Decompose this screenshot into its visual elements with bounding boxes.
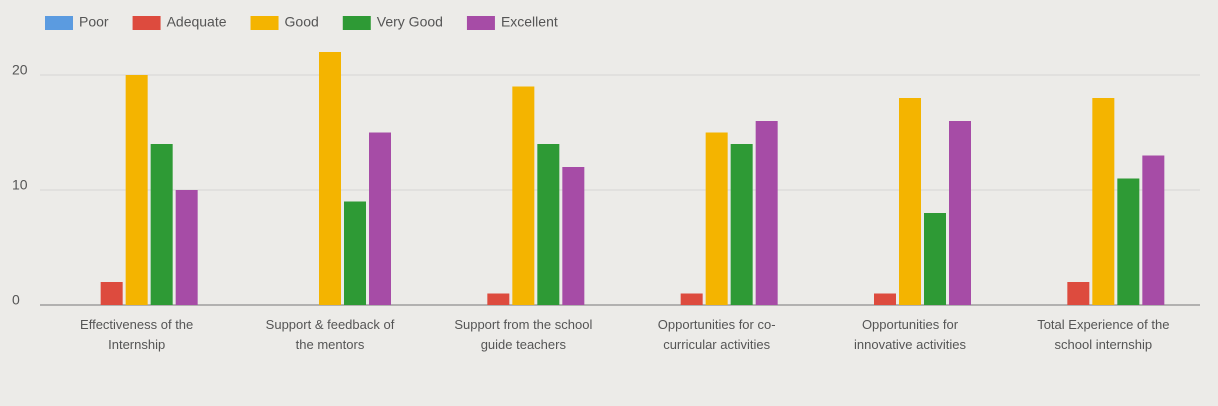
x-tick-label: Opportunities for innovative activities [854,317,966,352]
bar [150,144,173,305]
bar [125,75,148,305]
bar [344,201,366,305]
x-tick-label: Effectiveness of the Internship [80,317,194,352]
legend-swatch [250,16,279,30]
bar [705,132,728,305]
bar [319,52,341,305]
bar [924,213,946,305]
bar [512,86,535,305]
bar [175,190,198,305]
bar [874,293,896,305]
legend-swatch [45,16,73,30]
legend-label: Very Good [377,14,443,30]
bar [1092,98,1115,305]
x-tick-label: Total Experience of the school internshi… [1037,317,1170,352]
y-tick-label: 0 [12,292,20,308]
bar [100,282,123,305]
bar [487,293,510,305]
legend-label: Excellent [501,14,558,30]
bar [949,121,971,305]
legend-label: Adequate [167,14,227,30]
y-tick-label: 10 [12,177,28,193]
legend-swatch [132,16,161,30]
y-tick-label: 20 [12,62,28,78]
bar [1117,178,1140,305]
x-tick-label: Opportunities for co-curricular activiti… [657,317,776,352]
legend-label: Poor [79,14,109,30]
x-tick-label: Support & feedback of the mentors [265,317,395,352]
x-tick-label: Support from the school guide teachers [454,317,593,352]
legend-swatch [466,16,495,30]
bar [755,121,778,305]
legend-swatch [342,16,371,30]
legend-label: Good [285,14,319,30]
bar [730,144,753,305]
bar [1142,155,1165,305]
bar [369,132,391,305]
bar [899,98,921,305]
bar [562,167,585,305]
bar [680,293,703,305]
bar [537,144,560,305]
bar [1067,282,1090,305]
